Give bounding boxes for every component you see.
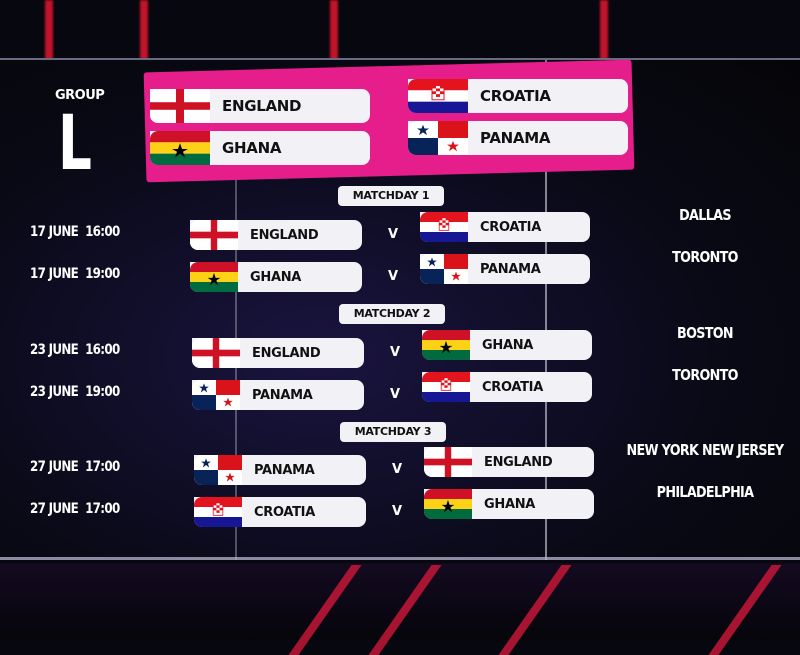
match-date: 23 JUNE: [30, 342, 79, 358]
team-england: ENGLAND: [190, 220, 362, 250]
match-time: 17:00: [85, 501, 120, 517]
stage-floor: [0, 563, 800, 640]
match-time: 19:00: [85, 266, 120, 282]
croatia-flag-icon: [420, 212, 468, 242]
team-ghana: GHANA: [190, 262, 362, 292]
match-datetime: 23 JUNE 16:00: [30, 342, 120, 358]
team-england: ENGLAND: [424, 447, 594, 477]
team-name: CROATIA: [482, 379, 543, 395]
match-time: 17:00: [85, 459, 120, 475]
panama-flag-icon: [192, 380, 240, 410]
light-bar: [45, 0, 53, 60]
team-england: ENGLAND: [150, 89, 370, 123]
team-name: ENGLAND: [250, 227, 319, 243]
croatia-flag-icon: [194, 497, 242, 527]
match-venue: TORONTO: [672, 248, 738, 266]
divider: [235, 180, 237, 560]
versus-label: V: [392, 504, 403, 519]
team-name: GHANA: [484, 496, 536, 512]
team-name: PANAMA: [254, 462, 315, 478]
panama-flag-icon: [408, 121, 468, 155]
england-flag-icon: [424, 447, 472, 477]
team-panama: PANAMA: [194, 455, 366, 485]
match-venue: NEW YORK NEW JERSEY: [626, 441, 784, 459]
matchday-label: MATCHDAY 1: [338, 186, 444, 206]
team-name: PANAMA: [480, 261, 541, 277]
light-bar: [600, 0, 608, 60]
england-flag-icon: [190, 220, 238, 250]
match-venue: PHILADELPHIA: [656, 483, 754, 501]
croatia-flag-icon: [422, 372, 470, 402]
versus-label: V: [388, 269, 399, 284]
match-datetime: 17 JUNE 19:00: [30, 266, 120, 282]
match-date: 17 JUNE: [30, 224, 79, 240]
team-ghana: GHANA: [150, 131, 370, 165]
panama-flag-icon: [420, 254, 468, 284]
croatia-flag-icon: [408, 79, 468, 113]
matchday-label: MATCHDAY 2: [339, 304, 445, 324]
team-ghana: GHANA: [422, 330, 592, 360]
match-datetime: 27 JUNE 17:00: [30, 501, 120, 517]
light-bar: [330, 0, 338, 60]
team-name: PANAMA: [252, 387, 313, 403]
match-date: 17 JUNE: [30, 266, 79, 282]
team-croatia: CROATIA: [194, 497, 366, 527]
group-label: GROUP: [55, 88, 105, 103]
team-name: PANAMA: [480, 129, 551, 147]
match-date: 27 JUNE: [30, 501, 79, 517]
match-venue: TORONTO: [672, 366, 738, 384]
team-croatia: CROATIA: [420, 212, 590, 242]
team-panama: PANAMA: [192, 380, 364, 410]
team-name: CROATIA: [254, 504, 315, 520]
ghana-flag-icon: [424, 489, 472, 519]
match-date: 23 JUNE: [30, 384, 79, 400]
versus-label: V: [390, 345, 401, 360]
match-datetime: 17 JUNE 16:00: [30, 224, 120, 240]
team-panama: PANAMA: [420, 254, 590, 284]
panama-flag-icon: [194, 455, 242, 485]
versus-label: V: [388, 227, 399, 242]
england-flag-icon: [192, 338, 240, 368]
match-venue: BOSTON: [677, 324, 734, 342]
team-name: GHANA: [482, 337, 534, 353]
team-name: CROATIA: [480, 87, 551, 105]
match-date: 27 JUNE: [30, 459, 79, 475]
team-name: ENGLAND: [222, 97, 302, 115]
group-letter: L: [58, 98, 92, 187]
team-name: GHANA: [222, 139, 282, 157]
team-croatia: CROATIA: [422, 372, 592, 402]
ghana-flag-icon: [190, 262, 238, 292]
ghana-flag-icon: [150, 131, 210, 165]
team-name: ENGLAND: [252, 345, 321, 361]
team-croatia: CROATIA: [408, 79, 628, 113]
team-england: ENGLAND: [192, 338, 364, 368]
england-flag-icon: [150, 89, 210, 123]
match-time: 16:00: [85, 342, 120, 358]
versus-label: V: [390, 387, 401, 402]
matchday-label: MATCHDAY 3: [340, 422, 446, 442]
match-venue: DALLAS: [679, 206, 731, 224]
divider: [545, 60, 547, 560]
match-datetime: 27 JUNE 17:00: [30, 459, 120, 475]
team-name: GHANA: [250, 269, 302, 285]
light-bar: [140, 0, 148, 60]
versus-label: V: [392, 462, 403, 477]
ghana-flag-icon: [422, 330, 470, 360]
team-ghana: GHANA: [424, 489, 594, 519]
team-name: CROATIA: [480, 219, 541, 235]
match-time: 19:00: [85, 384, 120, 400]
team-panama: PANAMA: [408, 121, 628, 155]
match-time: 16:00: [85, 224, 120, 240]
team-name: ENGLAND: [484, 454, 553, 470]
match-datetime: 23 JUNE 19:00: [30, 384, 120, 400]
